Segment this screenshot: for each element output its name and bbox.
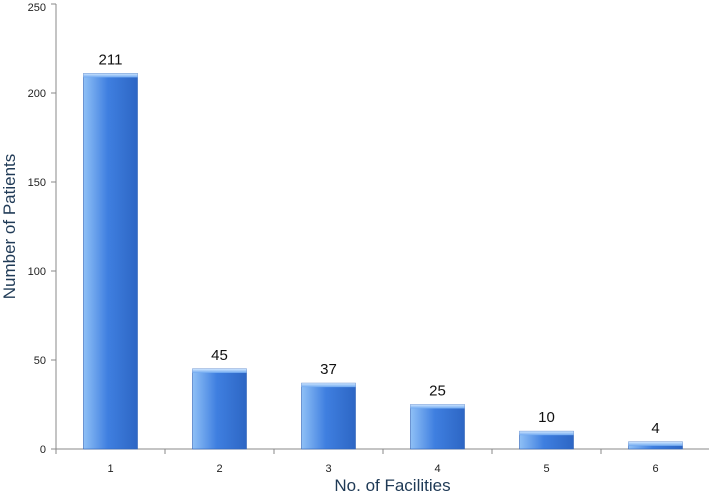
y-tick-label: 200 bbox=[28, 88, 46, 100]
x-tick-label: 5 bbox=[543, 463, 549, 475]
data-labels: 211 45 37 25 10 4 bbox=[99, 51, 660, 436]
x-tick-label: 4 bbox=[434, 463, 440, 475]
bar bbox=[83, 73, 138, 450]
data-label: 211 bbox=[99, 51, 123, 68]
data-label: 4 bbox=[651, 420, 659, 437]
bar-top-highlight bbox=[192, 368, 247, 373]
data-label: 45 bbox=[211, 347, 228, 364]
bar bbox=[301, 382, 356, 450]
x-tick-label: 3 bbox=[325, 463, 331, 475]
y-tick-label: 50 bbox=[34, 355, 46, 367]
x-axis: 1 2 3 4 5 6 bbox=[55, 448, 709, 475]
bar-top-highlight bbox=[83, 73, 138, 78]
y-tick-label: 150 bbox=[28, 177, 46, 189]
x-tick-label: 2 bbox=[216, 463, 222, 475]
x-tick-label: 6 bbox=[652, 463, 658, 475]
data-label: 10 bbox=[538, 409, 555, 426]
y-axis-title: Number of Patients bbox=[0, 154, 19, 300]
bar-top-highlight bbox=[301, 383, 356, 388]
data-label: 25 bbox=[429, 383, 446, 400]
bar bbox=[410, 404, 465, 450]
data-label: 37 bbox=[320, 361, 337, 378]
bar bbox=[192, 368, 247, 450]
bar-series bbox=[83, 73, 683, 450]
x-axis-title: No. of Facilities bbox=[334, 476, 450, 495]
y-tick-label: 100 bbox=[28, 266, 46, 278]
y-axis: 0 50 100 150 200 250 bbox=[28, 2, 57, 456]
y-tick-label: 250 bbox=[28, 2, 46, 14]
y-tick-label: 0 bbox=[40, 444, 46, 456]
bar-top-highlight bbox=[519, 431, 574, 436]
x-tick-label: 1 bbox=[107, 463, 113, 475]
bar-top-highlight bbox=[410, 404, 465, 409]
bar-top-highlight bbox=[628, 441, 683, 446]
